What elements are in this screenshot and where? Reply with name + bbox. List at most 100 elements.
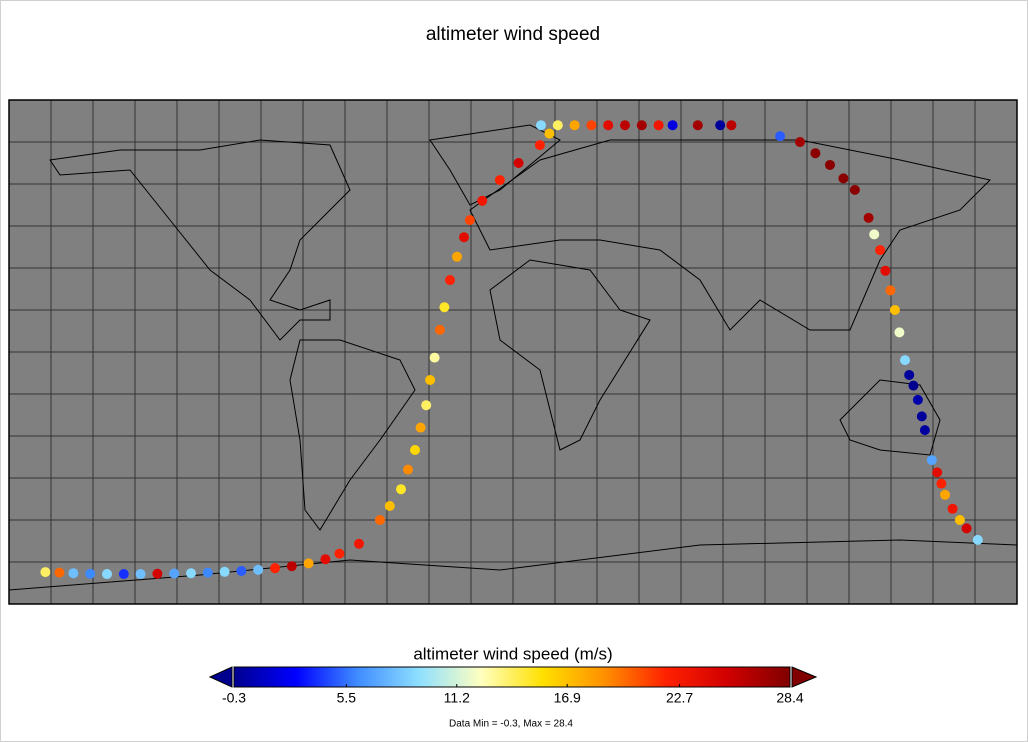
track-point xyxy=(904,369,915,380)
track-point xyxy=(202,567,213,578)
track-point xyxy=(894,327,905,338)
colorbar-tick-label: 11.2 xyxy=(444,690,470,706)
track-point xyxy=(586,120,597,131)
track-point xyxy=(534,140,545,151)
track-point xyxy=(544,128,555,139)
track-point xyxy=(236,565,247,576)
track-point xyxy=(849,184,860,195)
track-point xyxy=(919,425,930,436)
track-point xyxy=(880,265,891,276)
map-title: altimeter wind speed xyxy=(426,24,600,45)
track-point xyxy=(303,558,314,569)
track-point xyxy=(636,120,647,131)
track-point xyxy=(425,375,436,385)
colorbar-under-arrow xyxy=(208,666,233,688)
track-point xyxy=(464,215,475,226)
track-point xyxy=(569,120,580,131)
track-point xyxy=(54,567,65,578)
track-point xyxy=(320,554,331,565)
track-point xyxy=(253,564,264,575)
track-point xyxy=(961,523,972,534)
colorbar-ticks: -0.3 5.5 11.2 16.9 22.7 28.4 xyxy=(222,684,804,706)
track-point xyxy=(415,422,426,433)
track-point xyxy=(692,120,703,131)
track-point xyxy=(513,158,524,168)
track-point xyxy=(885,285,896,296)
track-point xyxy=(810,148,821,159)
track-point xyxy=(186,568,196,579)
track-point xyxy=(270,563,280,574)
colorbar-tick-label: 5.5 xyxy=(337,690,357,706)
track-point xyxy=(775,131,786,142)
track-point xyxy=(889,305,900,315)
track-point xyxy=(396,484,406,495)
coastlines xyxy=(8,124,1018,591)
track-point xyxy=(286,561,297,572)
coast-north-america xyxy=(49,139,351,341)
colorbar-tick-label: 22.7 xyxy=(666,690,693,706)
track-point xyxy=(403,464,413,475)
track-point xyxy=(152,568,163,579)
colorbar-over-arrow xyxy=(791,666,818,688)
track-point xyxy=(947,503,958,514)
track-point xyxy=(603,120,614,131)
coast-greenland xyxy=(429,124,561,206)
track-point xyxy=(838,173,849,184)
track-point xyxy=(439,302,450,313)
track-point xyxy=(494,175,505,186)
track-point xyxy=(219,566,230,577)
track-point xyxy=(85,568,96,579)
track-point xyxy=(795,137,805,147)
track-point xyxy=(375,515,385,525)
map-frame xyxy=(8,99,1018,605)
track-point xyxy=(940,489,951,500)
track-point xyxy=(824,159,835,170)
track-point xyxy=(452,251,462,262)
track-point xyxy=(620,120,630,131)
track-point xyxy=(869,229,880,240)
track-point xyxy=(102,569,112,580)
track-point xyxy=(863,212,874,223)
track-point xyxy=(875,245,886,256)
track-point xyxy=(552,120,563,131)
colorbar-tick-label: 16.9 xyxy=(554,690,581,706)
coast-antarctica xyxy=(8,539,1018,591)
track-point xyxy=(354,538,364,549)
track xyxy=(40,120,983,580)
track-point xyxy=(900,355,910,366)
track-point xyxy=(926,455,937,466)
track-point xyxy=(715,120,726,131)
track-point xyxy=(912,394,923,405)
colorbar xyxy=(233,666,791,688)
coast-eurasia xyxy=(469,139,991,331)
track-point xyxy=(653,120,664,131)
track-point xyxy=(169,568,180,579)
track-point xyxy=(954,515,965,525)
track-point xyxy=(118,569,129,580)
track-point xyxy=(434,324,445,335)
track-point xyxy=(135,569,146,580)
track-point xyxy=(726,120,737,131)
track-point xyxy=(667,120,678,131)
track-point xyxy=(421,400,432,411)
track-point xyxy=(68,568,79,579)
track-point xyxy=(410,445,420,455)
coast-africa xyxy=(489,259,651,451)
track-point xyxy=(972,534,983,545)
track-point xyxy=(384,501,395,511)
track-point xyxy=(916,411,927,422)
track-point xyxy=(40,567,51,578)
colorbar-tick-label: -0.3 xyxy=(222,690,246,706)
track-point xyxy=(459,232,469,243)
coast-australia xyxy=(839,379,941,456)
track-point xyxy=(936,478,947,489)
data-range-note: Data Min = -0.3, Max = 28.4 xyxy=(449,719,573,730)
colorbar-label: altimeter wind speed (m/s) xyxy=(413,644,612,663)
track-point xyxy=(932,467,943,478)
track-point xyxy=(477,195,488,206)
track-point xyxy=(445,275,455,286)
track-point xyxy=(536,120,546,131)
track-point xyxy=(429,352,440,363)
coast-south-america xyxy=(289,339,416,531)
